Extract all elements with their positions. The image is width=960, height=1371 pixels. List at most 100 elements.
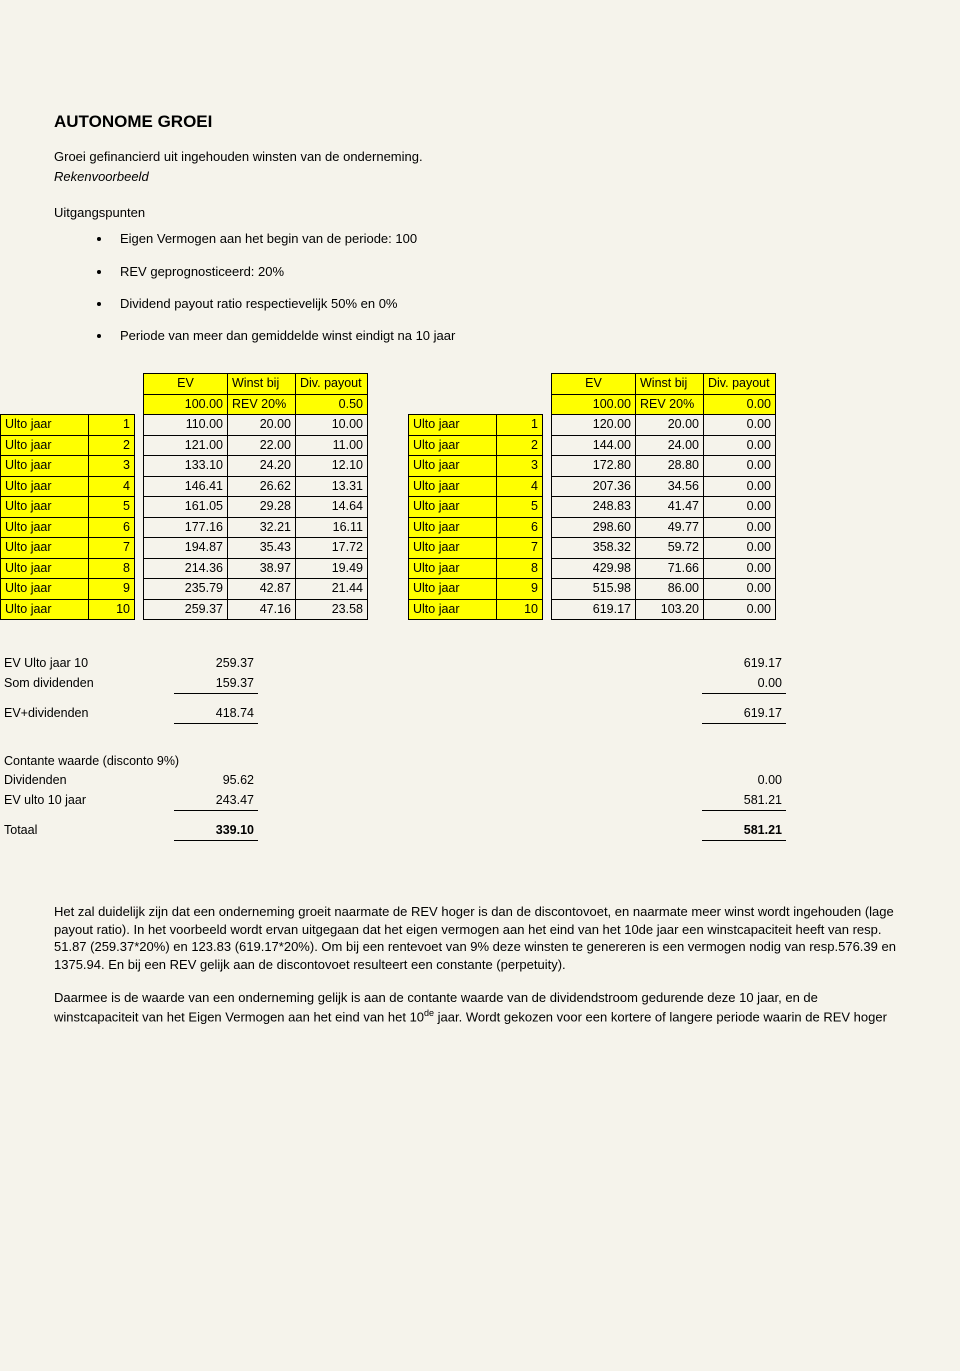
cell-div: 0.00 (704, 456, 776, 477)
col-header-ev-val: 100.00 (552, 394, 636, 415)
col-header-ev-val: 100.00 (144, 394, 228, 415)
uitgangspunten-label: Uitgangspunten (54, 204, 906, 222)
cell-ev: 177.16 (144, 517, 228, 538)
row-year-num: 2 (89, 435, 135, 456)
calc-table-left: EVWinst bijDiv. payout100.00REV 20%0.50U… (0, 373, 368, 620)
summary-val-left: 418.74 (174, 704, 258, 724)
cell-div: 16.11 (296, 517, 368, 538)
bullet-item: REV geprognosticeerd: 20% (112, 263, 906, 281)
cell-ev: 144.00 (552, 435, 636, 456)
cell-ev: 515.98 (552, 579, 636, 600)
summary-val-right: 619.17 (702, 654, 786, 674)
cell-winst: 49.77 (636, 517, 704, 538)
row-year-label: Ulto jaar (409, 497, 497, 518)
row-year-num: 5 (89, 497, 135, 518)
cell-div: 0.00 (704, 476, 776, 497)
cell-winst: 24.20 (228, 456, 296, 477)
cell-winst: 20.00 (636, 415, 704, 436)
intro-line-2: Rekenvoorbeeld (54, 168, 906, 186)
heading: AUTONOME GROEI (54, 110, 906, 134)
cell-div: 0.00 (704, 558, 776, 579)
row-year-label: Ulto jaar (1, 415, 89, 436)
cell-winst: 26.62 (228, 476, 296, 497)
row-year-num: 6 (89, 517, 135, 538)
summary-block: EV Ulto jaar 10 259.37 619.17 Som divide… (0, 654, 906, 841)
cell-div: 0.00 (704, 579, 776, 600)
row-year-num: 7 (89, 538, 135, 559)
row-year-label: Ulto jaar (409, 517, 497, 538)
summary-val-left: 95.62 (174, 771, 258, 791)
row-year-label: Ulto jaar (409, 435, 497, 456)
row-year-num: 1 (89, 415, 135, 436)
row-year-label: Ulto jaar (1, 517, 89, 538)
row-year-num: 4 (497, 476, 543, 497)
col-header-div: Div. payout (296, 374, 368, 395)
cell-div: 14.64 (296, 497, 368, 518)
bullet-item: Dividend payout ratio respectievelijk 50… (112, 295, 906, 313)
cell-ev: 235.79 (144, 579, 228, 600)
col-header-winst: Winst bij (228, 374, 296, 395)
row-year-label: Ulto jaar (409, 579, 497, 600)
row-year-label: Ulto jaar (1, 456, 89, 477)
cell-winst: 59.72 (636, 538, 704, 559)
assumptions-list: Eigen Vermogen aan het begin van de peri… (112, 230, 906, 345)
summary-val-right: 581.21 (702, 821, 786, 841)
cell-div: 0.00 (704, 517, 776, 538)
calc-table-right: EVWinst bijDiv. payout100.00REV 20%0.00U… (408, 373, 776, 620)
cell-div: 12.10 (296, 456, 368, 477)
summary-val-left: 159.37 (174, 674, 258, 694)
row-year-num: 9 (89, 579, 135, 600)
cell-ev: 161.05 (144, 497, 228, 518)
explanation-para-1: Het zal duidelijk zijn dat een ondernemi… (54, 903, 906, 973)
cell-ev: 358.32 (552, 538, 636, 559)
col-header-payout: 0.50 (296, 394, 368, 415)
row-year-num: 5 (497, 497, 543, 518)
bullet-item: Eigen Vermogen aan het begin van de peri… (112, 230, 906, 248)
cell-winst: 24.00 (636, 435, 704, 456)
summary-label: Som dividenden (0, 674, 174, 694)
row-year-label: Ulto jaar (409, 456, 497, 477)
cell-div: 0.00 (704, 435, 776, 456)
row-year-label: Ulto jaar (409, 415, 497, 436)
bullet-item: Periode van meer dan gemiddelde winst ei… (112, 327, 906, 345)
explanation-para-2: Daarmee is de waarde van een onderneming… (54, 989, 906, 1025)
cell-div: 17.72 (296, 538, 368, 559)
summary-label: EV ulto 10 jaar (0, 791, 174, 811)
cell-div: 0.00 (704, 415, 776, 436)
row-year-num: 2 (497, 435, 543, 456)
summary-val-right: 581.21 (702, 791, 786, 811)
cell-ev: 259.37 (144, 599, 228, 620)
cell-winst: 71.66 (636, 558, 704, 579)
row-year-label: Ulto jaar (1, 497, 89, 518)
summary-val-right: 0.00 (702, 674, 786, 694)
cell-winst: 103.20 (636, 599, 704, 620)
row-year-label: Ulto jaar (409, 599, 497, 620)
row-year-label: Ulto jaar (1, 538, 89, 559)
row-year-label: Ulto jaar (1, 435, 89, 456)
cell-winst: 22.00 (228, 435, 296, 456)
cell-winst: 38.97 (228, 558, 296, 579)
row-year-label: Ulto jaar (1, 476, 89, 497)
cell-div: 10.00 (296, 415, 368, 436)
cell-ev: 207.36 (552, 476, 636, 497)
row-year-label: Ulto jaar (409, 558, 497, 579)
row-year-num: 8 (89, 558, 135, 579)
cell-winst: 29.28 (228, 497, 296, 518)
cell-winst: 47.16 (228, 599, 296, 620)
cell-ev: 133.10 (144, 456, 228, 477)
row-year-label: Ulto jaar (1, 579, 89, 600)
cell-ev: 194.87 (144, 538, 228, 559)
cell-winst: 32.21 (228, 517, 296, 538)
row-year-num: 4 (89, 476, 135, 497)
row-year-label: Ulto jaar (1, 599, 89, 620)
row-year-num: 6 (497, 517, 543, 538)
cell-div: 0.00 (704, 538, 776, 559)
cell-ev: 214.36 (144, 558, 228, 579)
cell-div: 0.00 (704, 599, 776, 620)
cell-ev: 619.17 (552, 599, 636, 620)
summary-val-left: 339.10 (174, 821, 258, 841)
row-year-label: Ulto jaar (409, 476, 497, 497)
summary-label: EV+dividenden (0, 704, 174, 724)
cell-div: 0.00 (704, 497, 776, 518)
summary-val-left: 259.37 (174, 654, 258, 674)
